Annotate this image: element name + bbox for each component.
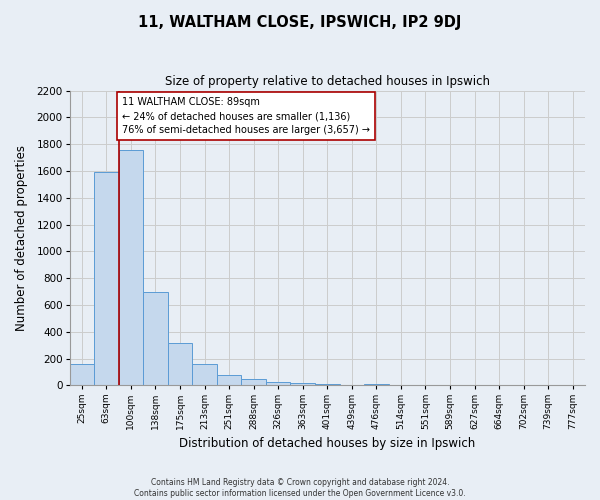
Bar bbox=[119, 150, 143, 386]
Text: 11 WALTHAM CLOSE: 89sqm
← 24% of detached houses are smaller (1,136)
76% of semi: 11 WALTHAM CLOSE: 89sqm ← 24% of detache… bbox=[122, 98, 370, 136]
Bar bbox=[315, 384, 340, 386]
Bar bbox=[364, 384, 389, 386]
Bar bbox=[217, 374, 241, 386]
Bar bbox=[290, 383, 315, 386]
Text: Contains HM Land Registry data © Crown copyright and database right 2024.
Contai: Contains HM Land Registry data © Crown c… bbox=[134, 478, 466, 498]
Y-axis label: Number of detached properties: Number of detached properties bbox=[15, 145, 28, 331]
Bar bbox=[70, 364, 94, 386]
Bar bbox=[143, 292, 168, 386]
Bar bbox=[266, 382, 290, 386]
Bar bbox=[94, 172, 119, 386]
Title: Size of property relative to detached houses in Ipswich: Size of property relative to detached ho… bbox=[165, 75, 490, 88]
X-axis label: Distribution of detached houses by size in Ipswich: Distribution of detached houses by size … bbox=[179, 437, 475, 450]
Bar bbox=[192, 364, 217, 386]
Text: 11, WALTHAM CLOSE, IPSWICH, IP2 9DJ: 11, WALTHAM CLOSE, IPSWICH, IP2 9DJ bbox=[139, 15, 461, 30]
Bar bbox=[241, 380, 266, 386]
Bar bbox=[168, 343, 192, 386]
